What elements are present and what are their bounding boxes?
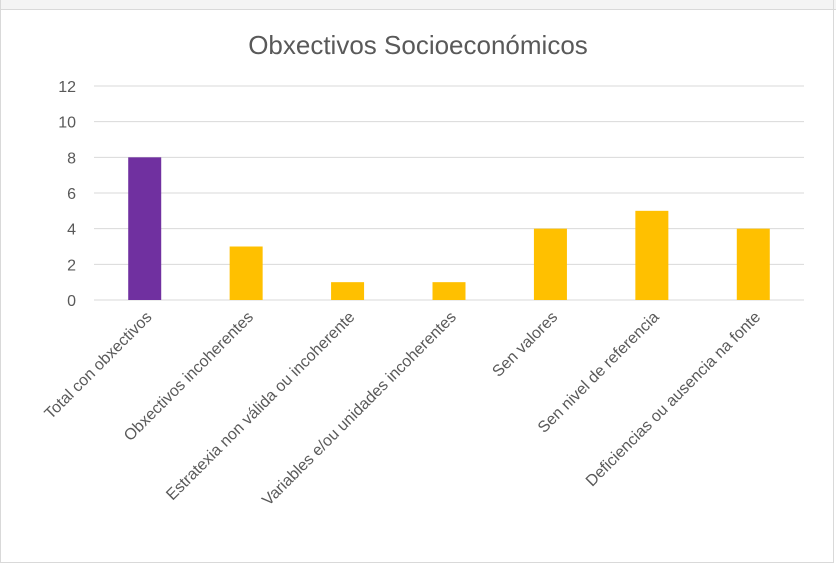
chart-title: Obxectivos Socioeconómicos (248, 30, 588, 60)
x-tick-label: Estratexia non válida ou incoherente (163, 309, 358, 504)
y-tick-label: 8 (67, 150, 76, 167)
y-tick-label: 4 (67, 222, 76, 239)
y-tick-label: 10 (58, 115, 76, 132)
y-tick-label: 12 (58, 79, 76, 96)
y-tick-label: 2 (67, 257, 76, 274)
bars (128, 157, 770, 300)
bar (128, 157, 162, 300)
x-tick-label: Sen valores (489, 309, 561, 381)
bar (736, 228, 770, 300)
bar (533, 228, 567, 300)
y-axis-ticks: 0 2 4 6 8 10 12 (58, 79, 76, 310)
gridlines (94, 85, 804, 301)
x-tick-label: Total con obxectivos (42, 309, 156, 423)
y-tick-label: 0 (67, 293, 76, 310)
bar (432, 282, 466, 300)
bar (331, 282, 365, 300)
bar (635, 210, 669, 300)
y-tick-label: 6 (67, 186, 76, 203)
x-tick-label: Variables e/ou unidades incoherentes (259, 309, 460, 510)
top-border (0, 0, 836, 10)
x-tick-label: Deficiencias ou ausencia na fonte (583, 309, 764, 490)
bar (229, 246, 263, 300)
